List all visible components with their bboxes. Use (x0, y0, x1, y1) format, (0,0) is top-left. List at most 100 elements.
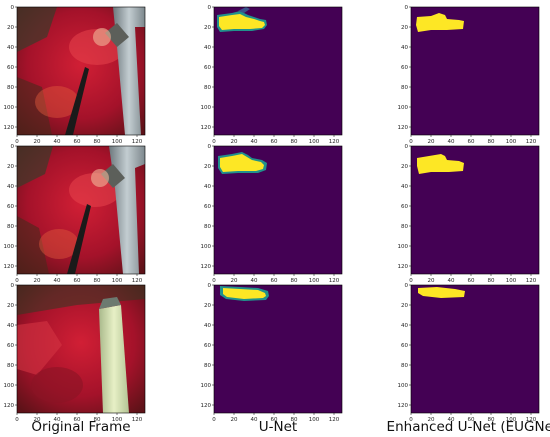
x-tick-label: 20 (231, 417, 238, 423)
y-tick-label: 40 (7, 323, 14, 329)
y-tick-label: 100 (4, 383, 15, 389)
y-tick-label: 80 (7, 363, 14, 369)
y-tick-label: 100 (4, 244, 15, 250)
x-tick-label: 100 (112, 417, 123, 423)
x-tick-label: 40 (251, 278, 258, 284)
x-tick-label: 0 (15, 278, 19, 284)
x-tick-label: 100 (112, 139, 123, 145)
x-tick-label: 20 (428, 417, 435, 423)
y-tick-label: 40 (204, 323, 211, 329)
y-tick-label: 40 (204, 45, 211, 51)
axis-ticks: 0 20 40 60 80 100 120 0 20 40 60 80 100 120 0 20 40 60 80 1… (4, 5, 537, 423)
y-tick-label: 120 (201, 403, 212, 409)
y-tick-label: 60 (7, 65, 14, 71)
x-tick-label: 80 (488, 278, 495, 284)
eugnet-mask-1 (411, 7, 539, 135)
x-tick-label: 0 (409, 278, 413, 284)
x-tick-label: 100 (506, 417, 517, 423)
y-tick-label: 40 (204, 184, 211, 190)
y-tick-label: 60 (401, 204, 408, 210)
y-tick-label: 40 (7, 45, 14, 51)
y-tick-label: 120 (201, 125, 212, 131)
y-tick-label: 100 (201, 105, 212, 111)
y-tick-label: 20 (401, 303, 408, 309)
y-tick-label: 0 (405, 283, 409, 289)
x-tick-label: 60 (74, 139, 81, 145)
y-tick-label: 60 (204, 65, 211, 71)
y-tick-label: 0 (208, 144, 212, 150)
x-tick-label: 120 (526, 417, 537, 423)
y-tick-label: 80 (401, 224, 408, 230)
y-tick-label: 40 (401, 323, 408, 329)
y-tick-label: 40 (401, 184, 408, 190)
y-tick-label: 60 (7, 343, 14, 349)
y-tick-label: 0 (208, 283, 212, 289)
x-tick-label: 80 (291, 417, 298, 423)
y-tick-label: 40 (7, 184, 14, 190)
caption-eugnet: Enhanced U-Net (EUGNet) (387, 419, 550, 435)
x-tick-label: 120 (132, 139, 143, 145)
x-tick-label: 100 (309, 417, 320, 423)
x-tick-label: 20 (231, 278, 238, 284)
row-3 (17, 285, 539, 413)
y-tick-label: 0 (208, 5, 212, 11)
original-frame-3 (17, 285, 145, 413)
x-tick-label: 0 (212, 417, 216, 423)
x-tick-label: 60 (271, 139, 278, 145)
y-tick-label: 120 (4, 403, 15, 409)
x-tick-label: 120 (329, 139, 340, 145)
y-tick-label: 100 (201, 244, 212, 250)
y-tick-label: 100 (201, 383, 212, 389)
y-tick-label: 20 (204, 303, 211, 309)
y-tick-label: 40 (401, 45, 408, 51)
y-tick-label: 120 (4, 264, 15, 270)
x-tick-label: 120 (132, 278, 143, 284)
x-tick-label: 100 (112, 278, 123, 284)
x-tick-label: 20 (428, 139, 435, 145)
y-tick-label: 120 (201, 264, 212, 270)
x-tick-label: 40 (54, 139, 61, 145)
x-tick-label: 40 (448, 139, 455, 145)
y-tick-label: 60 (7, 204, 14, 210)
y-tick-label: 80 (204, 363, 211, 369)
x-tick-label: 0 (15, 417, 19, 423)
y-tick-label: 80 (401, 363, 408, 369)
y-tick-label: 80 (204, 85, 211, 91)
unet-mask-3 (214, 285, 342, 413)
y-tick-label: 0 (11, 144, 15, 150)
x-tick-label: 100 (309, 278, 320, 284)
x-tick-label: 100 (309, 139, 320, 145)
y-tick-label: 80 (7, 224, 14, 230)
x-tick-label: 20 (34, 278, 41, 284)
panel-borders (16, 6, 540, 414)
y-tick-label: 20 (7, 164, 14, 170)
y-tick-label: 20 (204, 25, 211, 31)
x-tick-label: 60 (468, 278, 475, 284)
row-1 (17, 7, 539, 135)
y-tick-label: 0 (11, 5, 15, 11)
y-tick-label: 20 (401, 25, 408, 31)
x-tick-label: 40 (448, 278, 455, 284)
x-tick-label: 80 (488, 139, 495, 145)
y-tick-label: 60 (401, 65, 408, 71)
x-tick-label: 80 (94, 278, 101, 284)
x-tick-label: 0 (212, 278, 216, 284)
y-tick-label: 20 (401, 164, 408, 170)
x-tick-label: 0 (212, 139, 216, 145)
y-tick-label: 120 (398, 403, 409, 409)
caption-unet: U-Net (259, 419, 297, 435)
x-tick-label: 80 (291, 278, 298, 284)
x-tick-label: 40 (251, 139, 258, 145)
unet-mask-1 (214, 7, 342, 135)
original-frame-2 (17, 146, 145, 274)
x-tick-label: 60 (74, 417, 81, 423)
x-tick-label: 80 (291, 139, 298, 145)
x-tick-label: 100 (506, 139, 517, 145)
x-tick-label: 20 (34, 139, 41, 145)
y-tick-label: 60 (401, 343, 408, 349)
y-tick-label: 100 (398, 244, 409, 250)
y-tick-label: 20 (7, 25, 14, 31)
x-tick-label: 0 (409, 139, 413, 145)
y-tick-label: 20 (204, 164, 211, 170)
